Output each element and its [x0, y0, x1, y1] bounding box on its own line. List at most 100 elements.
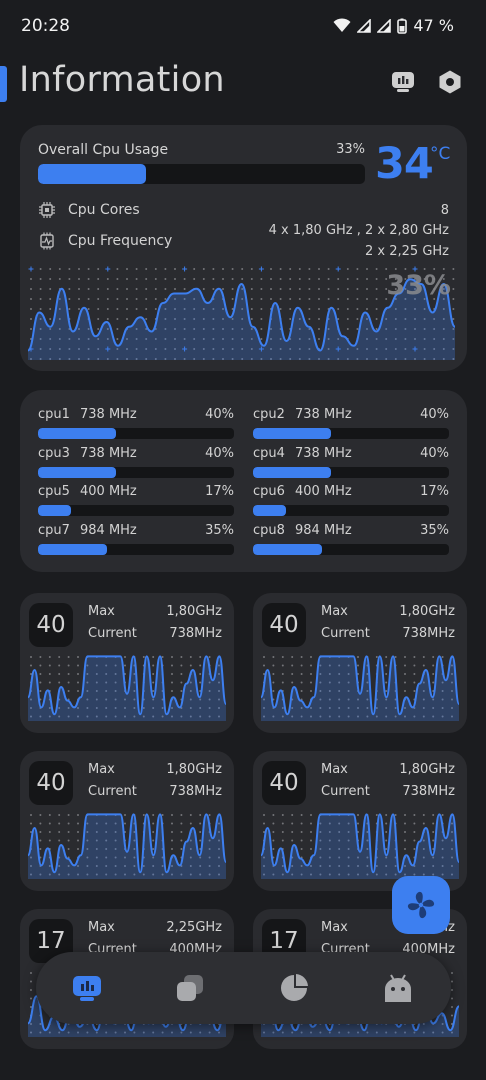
cpu-cores-row: Cpu Cores [38, 201, 140, 219]
core-name: cpu7 [38, 522, 70, 538]
fan-button[interactable] [392, 876, 450, 934]
settings-hex-icon [439, 70, 461, 94]
core-load-bar [38, 428, 234, 439]
status-bar: 20:28 47 % [0, 0, 486, 52]
core-row-cpu8: cpu8 984 MHz 35% [253, 523, 449, 561]
core-frequency: 738 MHz [80, 407, 137, 422]
core-name: cpu8 [253, 522, 285, 538]
core-row-cpu4: cpu4 738 MHz 40% [253, 446, 449, 484]
core-load-fill [38, 466, 117, 478]
current-label: Current [321, 784, 370, 799]
core-card-2[interactable]: 40 Max 1,80GHz Current 738MHz [253, 593, 467, 733]
core-percent: 35% [205, 522, 234, 538]
core-usage-graph [261, 813, 459, 879]
core-percent: 17% [420, 484, 449, 499]
status-time: 20:28 [21, 16, 70, 36]
signal-icon-2 [377, 18, 392, 33]
temperature-unit: °C [430, 144, 451, 164]
nav-storage[interactable] [276, 970, 312, 1006]
graph-percent-overlay: 33% [386, 270, 451, 301]
core-card-1[interactable]: 40 Max 1,80GHz Current 738MHz [20, 593, 234, 733]
core-percent: 40% [420, 445, 449, 461]
graph-line [28, 655, 226, 716]
max-value: 1,80GHz [166, 762, 222, 777]
nav-info[interactable] [69, 970, 105, 1006]
max-value: 2,25GHz [166, 920, 222, 935]
max-value: 1,80GHz [399, 604, 455, 619]
battery-percent: 47 % [413, 16, 454, 35]
overall-usage-label: Overall Cpu Usage [38, 142, 169, 158]
cpu-cores-value: 8 [440, 203, 449, 218]
overall-cpu-card: Overall Cpu Usage 33% 34 °C Cpu Cores 8 … [20, 125, 467, 371]
overall-usage-bar [38, 164, 365, 184]
graph-line [28, 278, 455, 352]
stacked-squares-icon [177, 975, 203, 1001]
chip-info-button[interactable] [389, 68, 417, 96]
core-load-fill [38, 428, 117, 439]
cpu-temperature: 34 [375, 139, 434, 189]
max-value: 1,80GHz [166, 604, 222, 619]
graph-area [28, 996, 226, 1037]
overall-usage-fill [38, 164, 146, 184]
core-load-fill [253, 428, 332, 439]
max-label: Max [321, 762, 348, 777]
core-usage-graph [28, 813, 226, 879]
core-load-bar [38, 466, 234, 478]
core-usage-graph [261, 655, 459, 721]
current-label: Current [88, 626, 137, 641]
core-frequency: 738 MHz [295, 407, 352, 422]
core-frequency: 400 MHz [80, 484, 137, 499]
graph-area [261, 996, 459, 1037]
core-percent: 17% [205, 484, 234, 499]
graph-line [261, 813, 459, 874]
overall-usage-graph [28, 266, 455, 360]
core-load-fill [253, 466, 332, 478]
core-load-bar [253, 505, 449, 516]
current-label: Current [88, 784, 137, 799]
android-icon [385, 974, 411, 1002]
cpu-frequency-line2: 2 x 2,25 GHz [365, 244, 449, 259]
chip-info-icon [73, 976, 101, 1001]
core-load-bar [38, 543, 234, 555]
core-usage-graph [28, 655, 226, 721]
nav-android[interactable] [380, 970, 416, 1006]
current-label: Current [321, 626, 370, 641]
current-value: 738MHz [402, 626, 455, 641]
core-load-fill [38, 505, 72, 516]
core-card-3[interactable]: 40 Max 1,80GHz Current 738MHz [20, 751, 234, 891]
core-name: cpu2 [253, 407, 285, 422]
nav-apps[interactable] [172, 970, 208, 1006]
bottom-navigation [36, 952, 451, 1024]
core-name: cpu6 [253, 484, 285, 499]
core-load-value: 40 [262, 761, 306, 805]
core-name: cpu4 [253, 445, 285, 461]
settings-button[interactable] [436, 68, 464, 96]
fan-icon [407, 891, 435, 919]
core-frequency: 984 MHz [80, 522, 137, 538]
battery-icon [397, 18, 408, 34]
core-load-fill [253, 543, 322, 555]
chip-info-icon [392, 72, 414, 92]
core-card-4[interactable]: 40 Max 1,80GHz Current 738MHz [253, 751, 467, 891]
core-name: cpu5 [38, 484, 70, 499]
cpu-frequency-value: 4 x 1,80 GHz , 2 x 2,80 GHz 2 x 2,25 GHz [269, 220, 449, 262]
cpu-frequency-line1: 4 x 1,80 GHz , 2 x 2,80 GHz [268, 223, 449, 238]
current-value: 738MHz [402, 784, 455, 799]
graph-line [28, 813, 226, 874]
cpu-chip-icon [38, 201, 56, 219]
title-accent-bar [0, 66, 7, 102]
core-load-value: 40 [29, 603, 73, 647]
cpu-cores-label: Cpu Cores [68, 202, 140, 218]
page-title: Information [19, 60, 225, 100]
per-core-card: cpu1 738 MHz 40% cpu2 738 MHz 40% cpu3 738 MHz 4… [20, 390, 467, 572]
core-row-cpu5: cpu5 400 MHz 17% [38, 484, 234, 522]
core-frequency: 400 MHz [295, 484, 352, 499]
core-row-cpu6: cpu6 400 MHz 17% [253, 484, 449, 522]
max-label: Max [321, 920, 348, 935]
core-load-bar [253, 466, 449, 478]
graph-line [261, 655, 459, 716]
current-value: 738MHz [169, 626, 222, 641]
core-name: cpu1 [38, 407, 70, 422]
graph-dot-grid [28, 266, 455, 360]
core-frequency: 738 MHz [295, 445, 352, 461]
